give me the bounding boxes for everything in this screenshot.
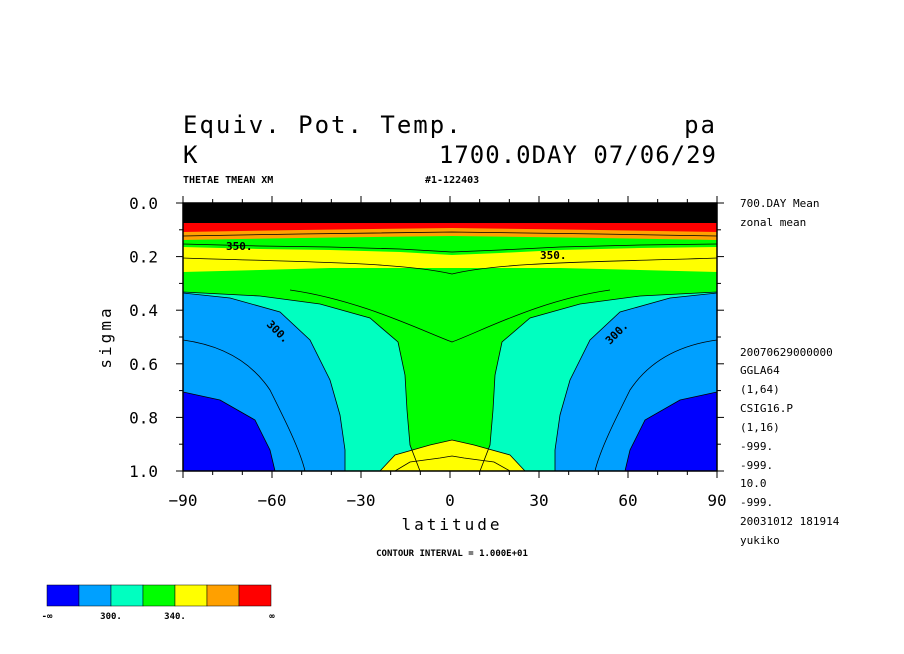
side-info-line: -999.	[740, 459, 773, 472]
x-tick-label: 90	[707, 491, 726, 510]
side-info-line: (1,16)	[740, 421, 780, 434]
y-tick-label: 0.6	[129, 355, 158, 374]
x-tick-label: −30	[347, 491, 376, 510]
colorbar-swatch	[206, 584, 240, 607]
band-340-350-upper	[183, 247, 717, 272]
side-info-line: 20070629000000	[740, 346, 833, 359]
x-tick-label: −60	[258, 491, 287, 510]
y-tick-label: 1.0	[129, 462, 158, 481]
side-info: 700.DAY Mean zonal mean 20070629000000 G…	[740, 197, 840, 547]
band-lowest-right	[625, 392, 717, 471]
x-tick-label: −90	[169, 491, 198, 510]
side-info-line: (1,64)	[740, 383, 780, 396]
side-info-line: 10.0	[740, 477, 767, 490]
side-info-line: -999.	[740, 496, 773, 509]
contour-label-350-right: 350.	[540, 249, 567, 262]
run-id-label: #1-122403	[425, 175, 479, 186]
contour-interval-label: CONTOUR INTERVAL = 1.000E+01	[376, 549, 528, 559]
y-tick-label: 0.0	[129, 194, 158, 213]
side-info-line: CSIG16.P	[740, 402, 793, 415]
colorbar-swatch	[174, 584, 208, 607]
side-info-line: zonal mean	[740, 216, 806, 229]
side-info-line: 20031012 181914	[740, 515, 840, 528]
colorbar-swatch	[110, 584, 144, 607]
band-lowest-left	[183, 392, 275, 471]
y-tick-label: 0.4	[129, 301, 158, 320]
axes: −90 −60 −30 0 30 60 90 0.0 0.2 0.4 0.6 0.8 1.0	[129, 194, 727, 510]
colorbar-labels: -∞ 300. 340. ∞	[42, 612, 276, 622]
upper-dark-band	[183, 203, 717, 223]
colorbar-swatch	[238, 584, 272, 607]
colorbar-swatch	[46, 584, 80, 607]
x-axis-label: latitude	[401, 515, 502, 534]
contour-label-350-left: 350.	[226, 240, 253, 253]
chart-title: Equiv. Pot. Temp.	[183, 111, 463, 139]
side-info-line: GGLA64	[740, 364, 780, 377]
units-label: K	[183, 141, 198, 169]
level-label: pa	[684, 111, 717, 139]
y-axis-label: sigma	[96, 305, 115, 368]
x-tick-label: 0	[445, 491, 455, 510]
y-tick-label: 0.2	[129, 248, 158, 267]
surface-warm-band	[380, 440, 525, 471]
contour-field	[183, 203, 717, 471]
color-bar	[46, 584, 272, 607]
colorbar-label: ∞	[269, 612, 275, 622]
colorbar-swatch	[78, 584, 112, 607]
contour-lines	[183, 231, 717, 471]
side-info-line: yukiko	[740, 534, 780, 547]
time-label: 1700.0DAY 07/06/29	[439, 141, 717, 169]
side-info-line: 700.DAY Mean	[740, 197, 819, 210]
y-tick-label: 0.8	[129, 408, 158, 427]
colorbar-label: 300.	[100, 612, 122, 622]
colorbar-label: 340.	[164, 612, 186, 622]
colorbar-swatch	[142, 584, 176, 607]
colorbar-label: -∞	[42, 612, 53, 622]
x-tick-label: 30	[529, 491, 548, 510]
variable-label: THETAE TMEAN XM	[183, 175, 273, 186]
x-tick-label: 60	[618, 491, 637, 510]
side-info-line: -999.	[740, 440, 773, 453]
